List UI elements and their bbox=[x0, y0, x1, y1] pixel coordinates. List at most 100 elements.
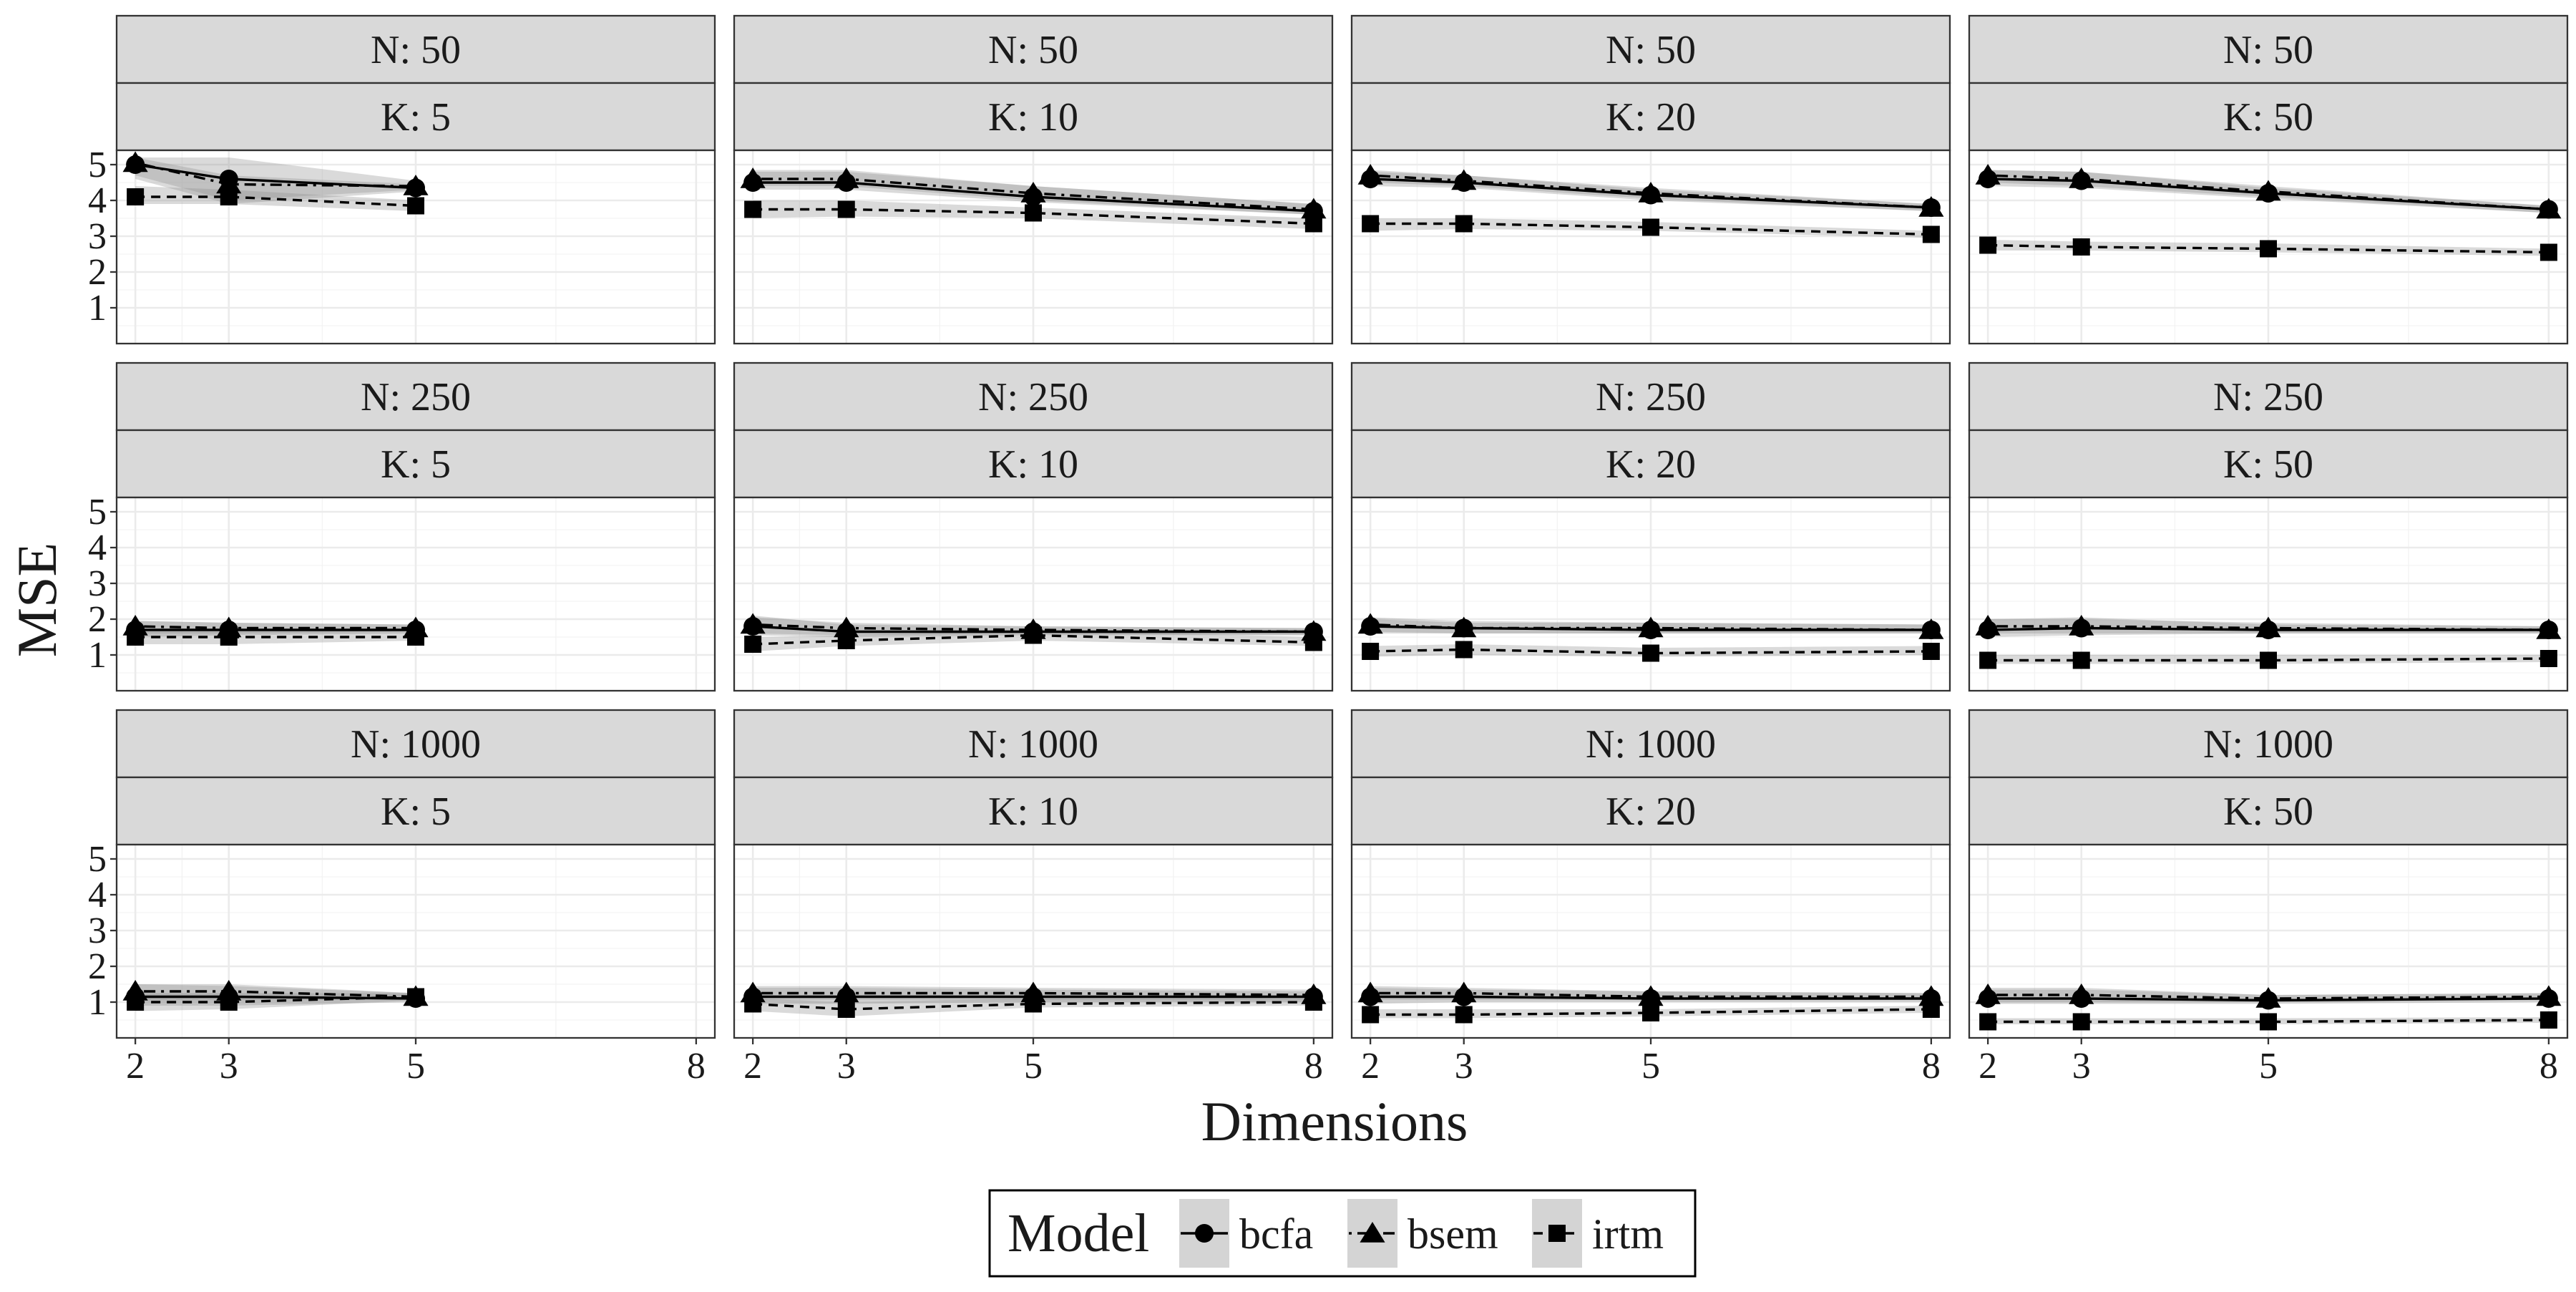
x-tick-label: 3 bbox=[2072, 1046, 2091, 1087]
strip-k bbox=[1968, 776, 2569, 846]
point-irtm bbox=[744, 200, 762, 218]
point-bsem bbox=[1638, 182, 1664, 203]
point-irtm bbox=[2260, 1013, 2277, 1031]
point-bsem bbox=[1918, 618, 1944, 639]
ci-band-bsem bbox=[135, 157, 416, 200]
legend-title: Model bbox=[1008, 1203, 1149, 1263]
strip-n bbox=[733, 709, 1334, 779]
facet-panel: N: 50 K: 50 bbox=[1968, 14, 2569, 345]
facet-panel: N: 250 K: 50 bbox=[1968, 361, 2569, 692]
strip-k-label: K: 20 bbox=[1606, 95, 1696, 140]
point-irtm bbox=[1642, 644, 1659, 662]
ci-band-irtm bbox=[135, 186, 416, 211]
strip-n-label: N: 50 bbox=[988, 28, 1078, 72]
point-irtm bbox=[837, 632, 855, 649]
point-irtm bbox=[1979, 651, 1997, 669]
point-bsem bbox=[2255, 616, 2281, 638]
strip-n bbox=[115, 361, 716, 432]
y-tick-label: 4 bbox=[88, 528, 107, 568]
point-bsem bbox=[1918, 196, 1944, 217]
legend: Model bcfa bsem irtm bbox=[988, 1189, 1697, 1278]
point-irtm bbox=[1025, 995, 1042, 1013]
x-tick-label: 3 bbox=[1455, 1046, 1473, 1087]
panel-border bbox=[1350, 496, 1951, 692]
x-tick-label: 5 bbox=[2259, 1046, 2278, 1087]
point-irtm bbox=[220, 188, 238, 205]
x-tick-label: 8 bbox=[1922, 1046, 1941, 1087]
panel-border bbox=[1968, 149, 2569, 345]
strip-n-label: N: 1000 bbox=[2203, 722, 2333, 767]
facet-panel: N: 50 K: 20 bbox=[1350, 14, 1951, 345]
strip-n-label: N: 50 bbox=[1606, 28, 1696, 72]
strip-k bbox=[733, 82, 1334, 152]
strip-k-label: K: 20 bbox=[1606, 790, 1696, 834]
point-irtm bbox=[127, 188, 145, 205]
y-tick-label: 5 bbox=[88, 492, 107, 533]
strip-k-label: K: 50 bbox=[2223, 790, 2313, 834]
panel-border bbox=[115, 149, 716, 345]
strip-n-label: N: 1000 bbox=[1586, 722, 1716, 767]
point-irtm bbox=[1362, 215, 1380, 233]
point-irtm bbox=[1025, 626, 1042, 644]
series-line-bsem bbox=[1370, 174, 1931, 209]
x-tick-label: 5 bbox=[1641, 1046, 1660, 1087]
strip-n bbox=[1968, 709, 2569, 779]
point-bsem bbox=[1638, 985, 1664, 1006]
facet-panel: N: 1000 K: 50 2 3 5 8 bbox=[1968, 709, 2569, 1087]
point-irtm bbox=[1362, 643, 1380, 660]
series-line-bcfa bbox=[1370, 995, 1931, 1000]
y-tick-label: 4 bbox=[88, 875, 107, 915]
x-tick-label: 8 bbox=[687, 1046, 706, 1087]
point-irtm bbox=[2260, 240, 2277, 258]
x-tick-label: 2 bbox=[1979, 1046, 1997, 1087]
point-bsem bbox=[2536, 985, 2562, 1006]
legend-marker-bsem bbox=[1360, 1222, 1385, 1243]
point-bsem bbox=[122, 151, 148, 173]
point-irtm bbox=[220, 628, 238, 646]
x-tick-label: 3 bbox=[837, 1046, 856, 1087]
point-bsem bbox=[2536, 198, 2562, 219]
strip-n bbox=[1350, 14, 1951, 84]
point-irtm bbox=[1922, 225, 1940, 243]
point-bsem bbox=[834, 981, 859, 1003]
point-bsem bbox=[740, 613, 766, 634]
point-irtm bbox=[2072, 651, 2090, 669]
y-axis-title: MSE bbox=[6, 543, 68, 657]
x-tick-label: 2 bbox=[126, 1046, 145, 1087]
y-tick-label: 3 bbox=[88, 563, 107, 604]
point-irtm bbox=[407, 988, 424, 1006]
x-tick-label: 2 bbox=[743, 1046, 762, 1087]
point-bsem bbox=[2255, 180, 2281, 201]
strip-k-label: K: 50 bbox=[2223, 442, 2313, 487]
point-bsem bbox=[1357, 164, 1383, 185]
strip-k-label: K: 10 bbox=[988, 790, 1078, 834]
y-tick-label: 2 bbox=[88, 946, 107, 987]
y-tick-label: 1 bbox=[88, 288, 107, 329]
y-tick-label: 4 bbox=[88, 180, 107, 221]
point-bsem bbox=[1357, 613, 1383, 634]
legend-marker-bcfa bbox=[1195, 1224, 1214, 1243]
ci-band-bcfa bbox=[135, 984, 416, 1006]
point-irtm bbox=[1922, 1001, 1940, 1018]
strip-n-label: N: 50 bbox=[371, 28, 461, 72]
point-irtm bbox=[1922, 643, 1940, 660]
legend-marker-irtm bbox=[1548, 1225, 1566, 1242]
strip-k-label: K: 20 bbox=[1606, 442, 1696, 487]
point-irtm bbox=[1304, 994, 1322, 1011]
strip-k-label: K: 10 bbox=[988, 95, 1078, 140]
point-irtm bbox=[1642, 218, 1659, 236]
strip-n-label: N: 1000 bbox=[351, 722, 481, 767]
point-bsem bbox=[1301, 198, 1327, 219]
point-bsem bbox=[1020, 182, 1046, 203]
series-line-bsem bbox=[1988, 174, 2549, 211]
legend-label-bsem: bsem bbox=[1407, 1210, 1498, 1258]
strip-n-label: N: 250 bbox=[2213, 375, 2323, 419]
point-bsem bbox=[1451, 616, 1477, 638]
series-line-bcfa bbox=[1370, 625, 1931, 631]
point-irtm bbox=[1304, 633, 1322, 651]
point-irtm bbox=[407, 628, 424, 646]
x-tick-label: 5 bbox=[406, 1046, 425, 1087]
